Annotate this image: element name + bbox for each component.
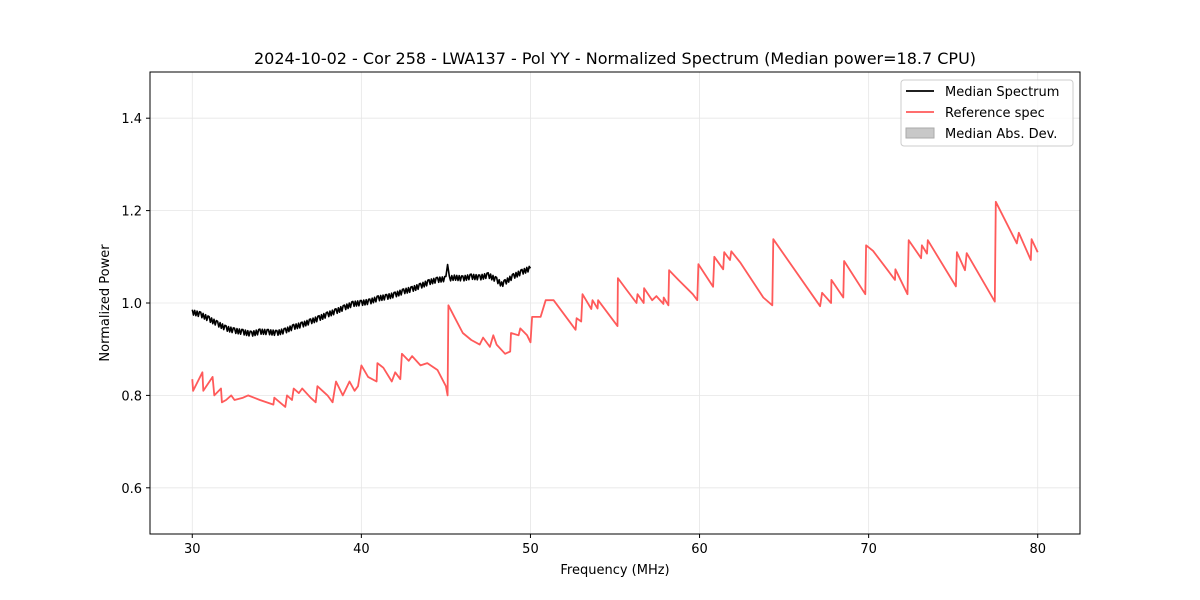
y-tick-label: 0.6 bbox=[121, 482, 142, 497]
chart-title: 2024-10-02 - Cor 258 - LWA137 - Pol YY -… bbox=[254, 49, 976, 68]
legend-label: Reference spec bbox=[945, 106, 1045, 121]
y-axis-label: Normalized Power bbox=[98, 244, 113, 362]
y-tick-label: 1.0 bbox=[121, 297, 142, 312]
x-tick-label: 60 bbox=[691, 542, 708, 557]
y-tick-label: 0.8 bbox=[121, 389, 142, 404]
x-axis-label: Frequency (MHz) bbox=[560, 563, 669, 578]
reference-spec-line bbox=[191, 200, 1039, 408]
y-tick-label: 1.4 bbox=[121, 112, 142, 127]
median-spectrum-line bbox=[191, 263, 532, 337]
x-tick-label: 80 bbox=[1029, 542, 1046, 557]
x-tick-label: 70 bbox=[860, 542, 877, 557]
legend-label: Median Spectrum bbox=[945, 85, 1059, 100]
axis-ticks: 30 40 50 60 70 80 0.6 0.8 1.0 1.2 1.4 bbox=[121, 112, 1046, 557]
x-tick-label: 50 bbox=[522, 542, 539, 557]
legend-label: Median Abs. Dev. bbox=[945, 127, 1057, 142]
y-tick-label: 1.2 bbox=[121, 205, 142, 220]
legend-swatch-patch bbox=[905, 127, 935, 139]
series-lines bbox=[191, 200, 1039, 408]
legend: Median Spectrum Reference spec Median Abs.… bbox=[900, 79, 1074, 147]
x-tick-label: 40 bbox=[353, 542, 370, 557]
x-tick-label: 30 bbox=[184, 542, 201, 557]
legend-box bbox=[900, 79, 1074, 147]
